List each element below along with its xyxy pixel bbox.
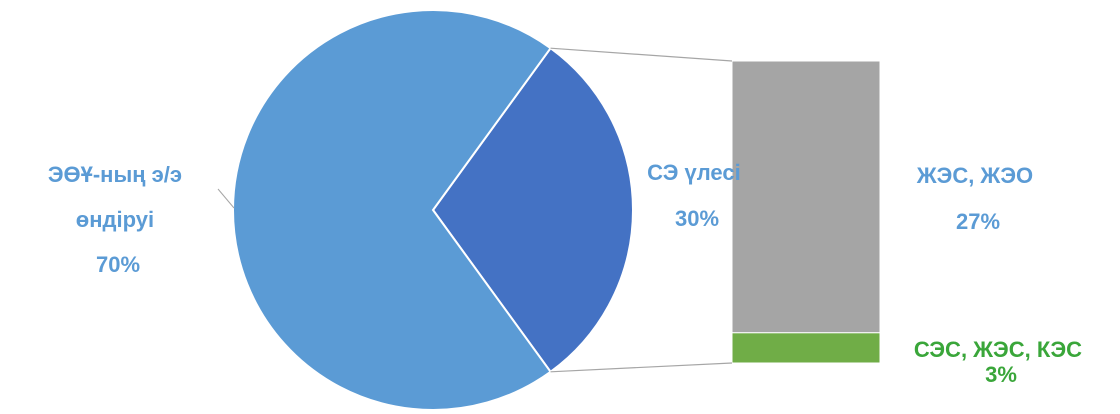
label-leader-line: [217, 188, 235, 209]
connector-line-top: [550, 47, 733, 62]
bar-label-green: СЭС, ЖЭС, КЭС 3%: [914, 337, 1088, 387]
pie: [232, 9, 634, 411]
bar-label-gray: ЖЭС, ЖЭО 27%: [916, 163, 1039, 234]
bar-segment-gray: [731, 60, 881, 334]
pie-slice-share: [431, 46, 634, 374]
bar-segment-green: [731, 332, 881, 364]
pie-slice-main: [232, 9, 552, 411]
breakdown-bar: [731, 60, 881, 364]
slice-label-share: СЭ үлесі 30%: [647, 160, 747, 231]
connector-line-bottom: [550, 362, 733, 373]
slice-label-main: ЭӨҰ-ның э/э өндіруі 70%: [48, 162, 188, 277]
connector-lines: [550, 47, 733, 373]
